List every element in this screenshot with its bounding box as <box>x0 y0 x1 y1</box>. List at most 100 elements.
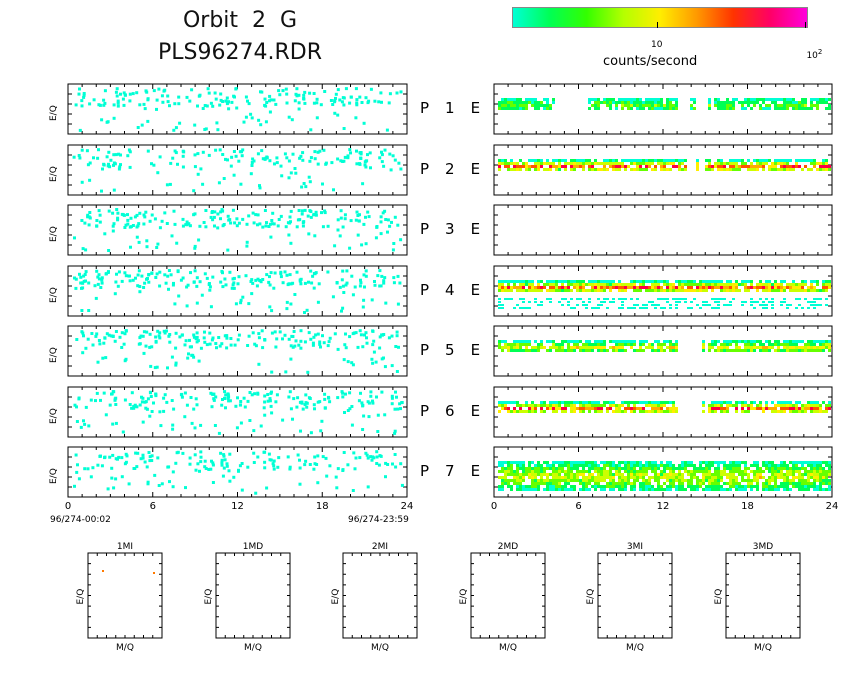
e-count-cell <box>765 461 768 464</box>
p-count-cell <box>181 149 185 153</box>
e-count-cell <box>810 349 813 352</box>
e-count-cell <box>813 482 816 485</box>
e-count-cell <box>723 298 726 300</box>
e-count-cell <box>819 101 822 104</box>
e-count-cell <box>573 349 576 352</box>
p-count-cell <box>162 89 166 93</box>
p-count-cell <box>119 153 122 157</box>
p-count-cell <box>102 341 106 345</box>
e-count-cell <box>627 165 630 168</box>
p-count-cell <box>180 333 184 337</box>
p-count-cell <box>128 274 131 278</box>
p-count-cell <box>267 280 271 284</box>
e-count-cell <box>720 286 723 289</box>
p-count-cell <box>173 102 177 106</box>
e-count-cell <box>666 464 669 467</box>
p-count-cell <box>226 396 230 400</box>
e-count-cell <box>792 289 795 292</box>
p-count-cell <box>102 98 106 102</box>
e-count-cell <box>555 488 558 491</box>
e-count-cell <box>756 461 759 464</box>
e-count-cell <box>747 289 750 292</box>
p-count-cell <box>116 211 120 215</box>
e-count-cell <box>651 401 654 404</box>
e-count-cell <box>735 280 738 283</box>
e-count-cell <box>777 470 780 473</box>
e-count-cell <box>540 280 543 283</box>
e-count-cell <box>729 104 732 107</box>
p-count-cell <box>118 165 122 169</box>
e-count-cell <box>783 401 786 404</box>
e-count-cell <box>621 467 624 470</box>
e-count-cell <box>612 98 615 101</box>
e-count-cell <box>759 340 762 343</box>
e-count-cell <box>588 470 591 473</box>
p-count-cell <box>363 163 367 167</box>
e-count-cell <box>525 404 528 407</box>
e-count-cell <box>606 307 609 309</box>
e-count-cell <box>588 488 591 491</box>
e-count-cell <box>627 470 630 473</box>
e-count-cell <box>627 159 630 162</box>
p-count-cell <box>287 395 291 399</box>
p-count-cell <box>359 278 362 282</box>
e-count-cell <box>609 280 612 283</box>
e-count-cell <box>618 340 621 343</box>
e-count-cell <box>816 485 819 488</box>
e-count-cell <box>723 283 726 286</box>
e-count-cell <box>660 168 663 171</box>
e-count-cell <box>768 343 771 346</box>
p-count-cell <box>316 332 320 336</box>
p-count-cell <box>117 167 121 171</box>
e-count-cell <box>516 476 519 479</box>
e-count-cell <box>567 340 570 343</box>
p-count-cell <box>336 228 340 232</box>
p-count-cell <box>148 455 152 459</box>
e-count-cell <box>729 470 732 473</box>
p-count-cell <box>298 482 302 486</box>
e-count-cell <box>672 467 675 470</box>
e-count-cell <box>813 301 816 303</box>
p-count-cell <box>296 453 300 457</box>
e-count-cell <box>792 410 795 413</box>
p-count-cell <box>311 274 315 278</box>
e-count-cell <box>672 286 675 289</box>
e-count-cell <box>669 410 672 413</box>
e-count-cell <box>630 283 633 286</box>
e-count-cell <box>669 470 672 473</box>
e-count-cell <box>618 461 621 464</box>
e-count-cell <box>795 162 798 165</box>
p-count-cell <box>94 399 97 403</box>
p-count-cell <box>184 486 187 490</box>
e-count-cell <box>615 410 618 413</box>
e-count-cell <box>654 286 657 289</box>
e-count-cell <box>795 107 798 110</box>
e-count-cell <box>630 488 633 491</box>
e-count-cell <box>795 461 798 464</box>
e-count-cell <box>720 162 723 165</box>
p-count-cell <box>190 421 194 425</box>
e-xtick-label: 0 <box>491 501 497 512</box>
p-count-cell <box>110 392 114 396</box>
p-count-cell <box>316 481 320 485</box>
p-count-cell <box>141 453 145 457</box>
e-count-cell <box>807 482 810 485</box>
e-count-cell <box>780 467 783 470</box>
p-count-cell <box>397 345 400 349</box>
e-count-cell <box>630 307 633 309</box>
e-count-cell <box>729 159 732 162</box>
p-count-cell <box>341 225 345 229</box>
p-count-cell <box>313 407 316 411</box>
e-count-cell <box>681 168 684 171</box>
e-count-cell <box>522 467 525 470</box>
e-count-cell <box>789 461 792 464</box>
p-count-cell <box>120 475 124 479</box>
e-count-cell <box>771 476 774 479</box>
p-count-cell <box>113 162 117 166</box>
e-count-cell <box>726 464 729 467</box>
e-count-cell <box>657 485 660 488</box>
e-count-cell <box>591 343 594 346</box>
e-count-cell <box>513 107 516 110</box>
e-count-cell <box>825 482 828 485</box>
e-count-cell <box>651 304 654 306</box>
